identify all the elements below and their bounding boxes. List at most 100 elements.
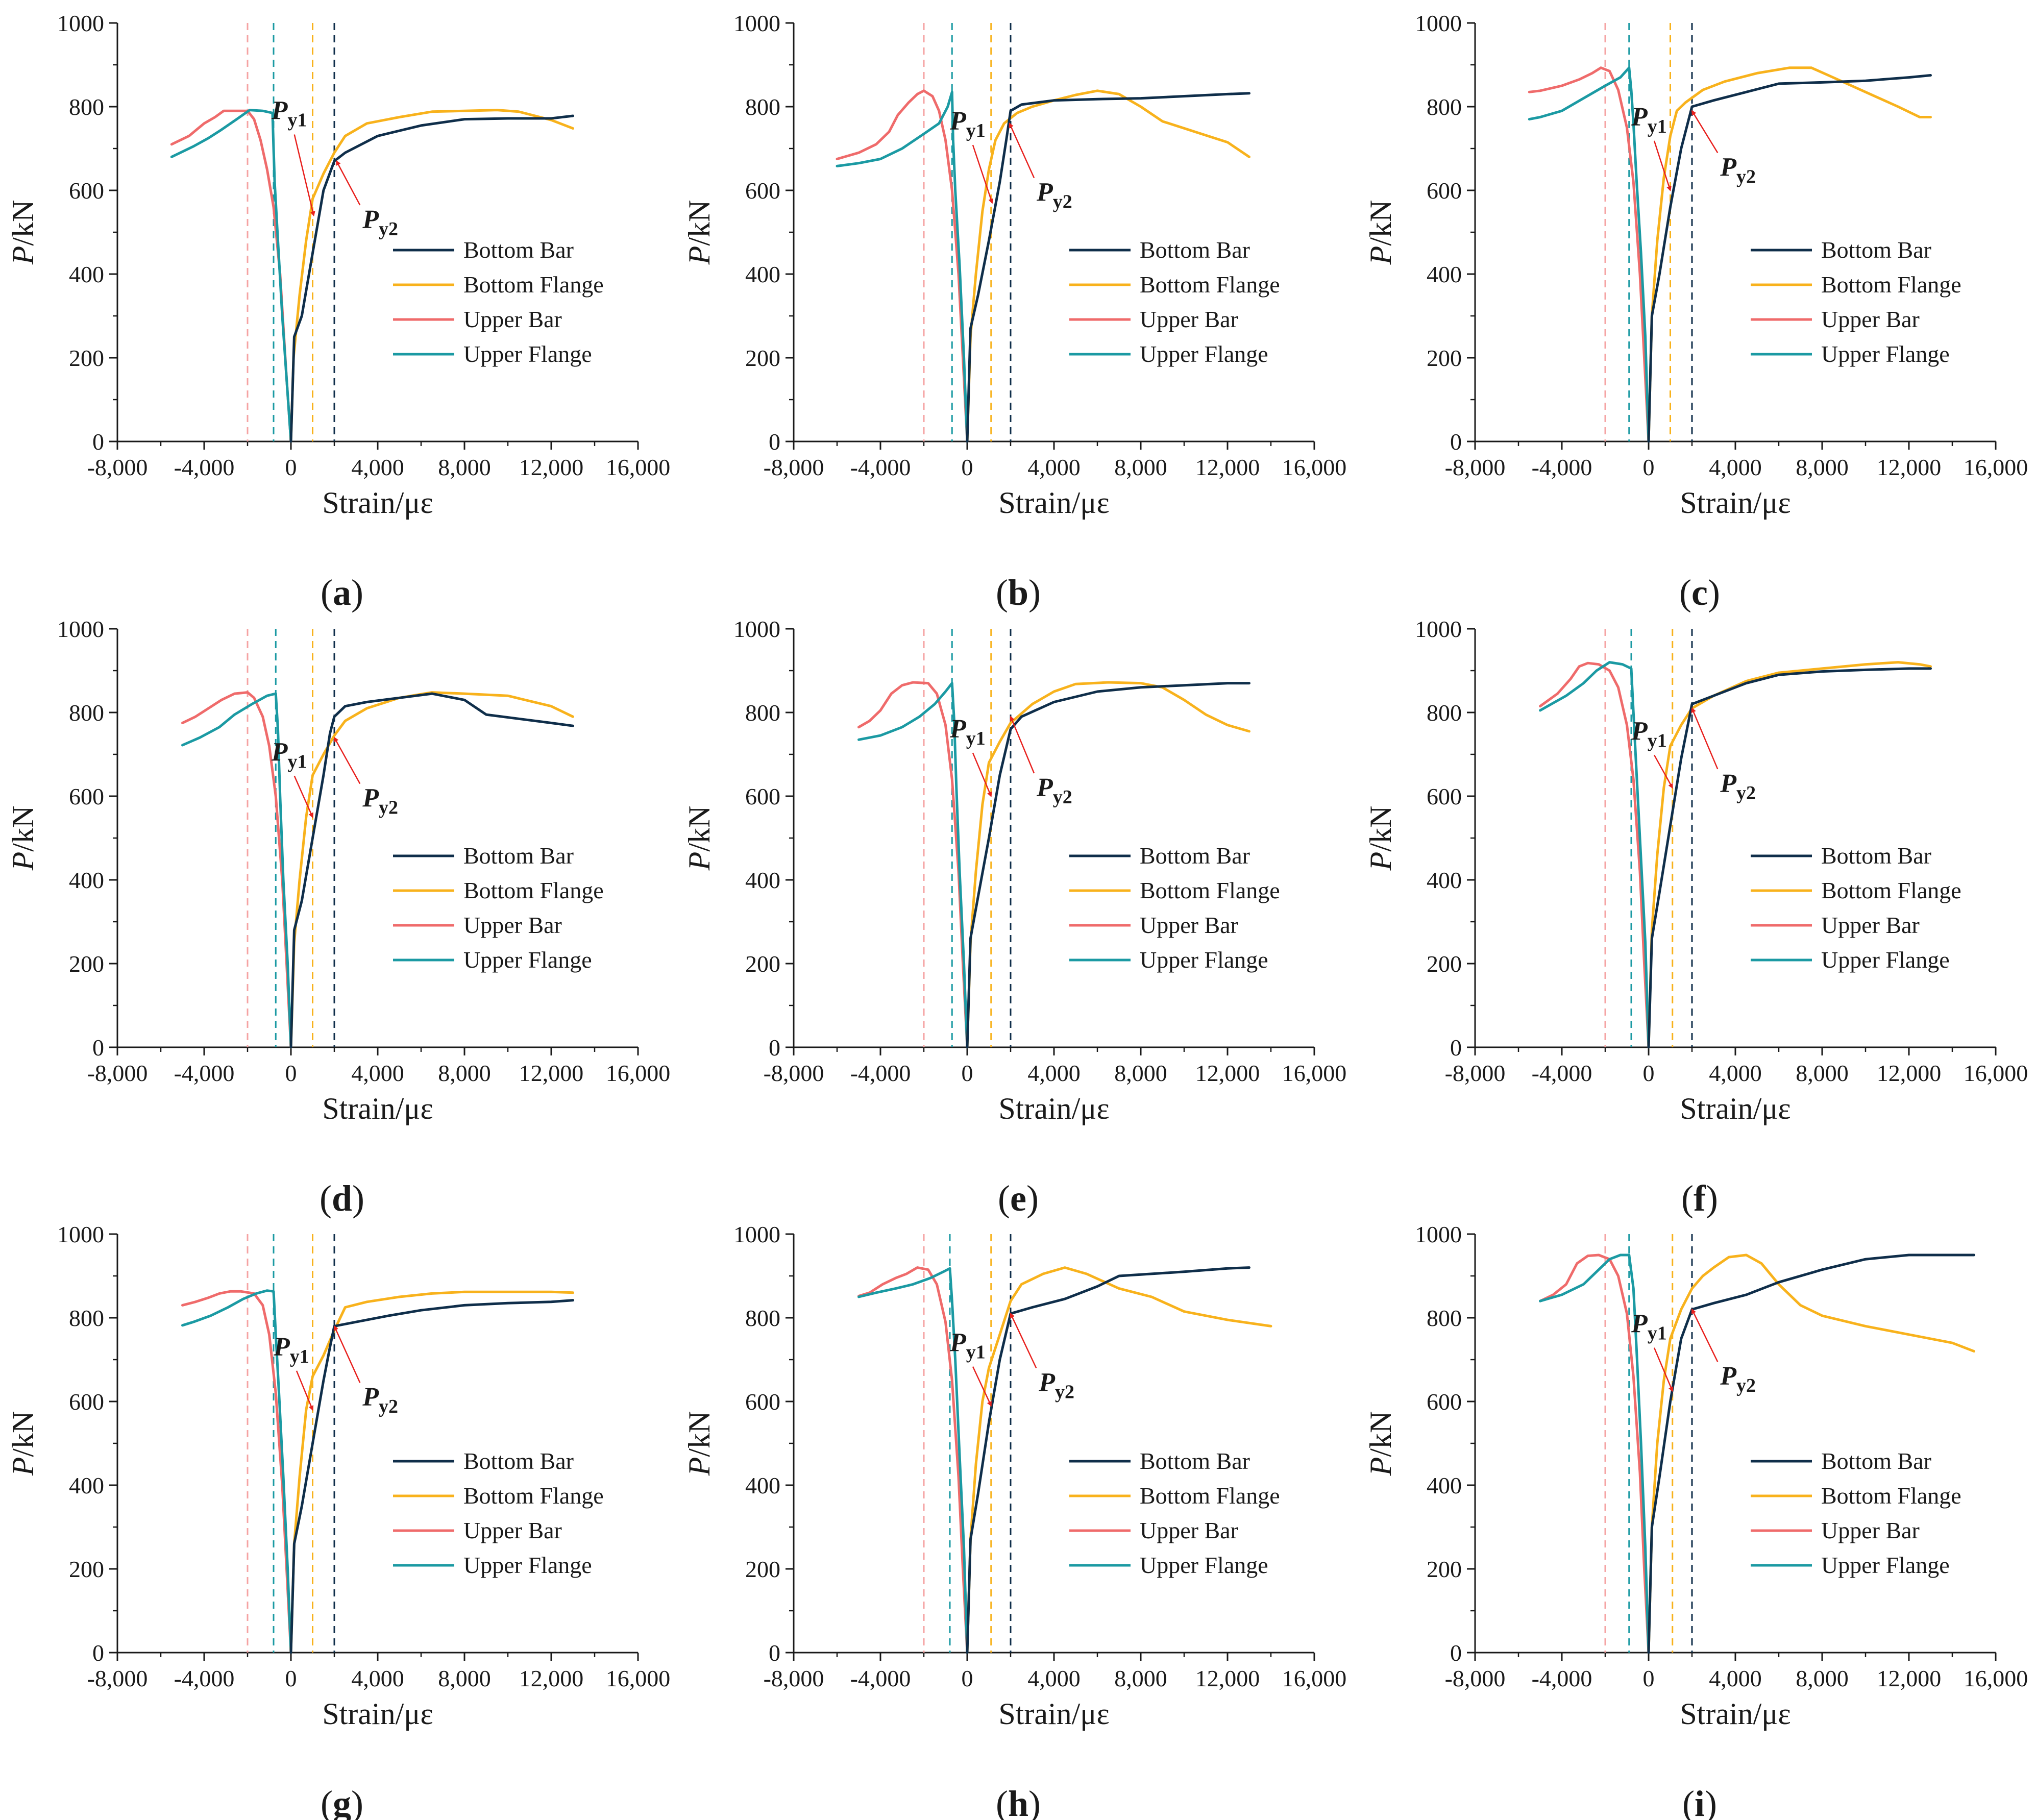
annotation-py2: Py2 [1720,769,1756,804]
series-line-bottom-flange [966,89,1250,443]
y-tick-label: 0 [92,1035,104,1061]
y-tick-label: 400 [69,867,104,893]
y-tick-label: 200 [1427,951,1462,977]
panel-e: -8,000 -4,000 0 4,000 8,000 12,000 16,000 0 200 4… [682,616,1346,1219]
series-line-bottom-bar [1647,667,1932,1049]
y-tick-label: 0 [1450,1035,1462,1061]
panel-caption-close: ) [1705,1783,1717,1820]
x-tick-label: 0 [1643,1665,1655,1691]
y-axis-title-symbol: P [682,1457,716,1477]
y-axis-title: P/kN [6,200,40,265]
panel-caption-close: ) [1706,1178,1718,1219]
x-tick-label: 0 [962,1665,973,1691]
annotation-subscript: y2 [1736,1375,1756,1396]
legend-label: Upper Bar [1821,306,1920,332]
x-tick-label: -8,000 [1445,1665,1506,1691]
y-tick-label: 200 [745,345,780,371]
x-tick-label: 12,000 [1195,1665,1260,1691]
y-tick-label: 400 [1427,867,1462,893]
series-line-bottom-flange [1647,66,1932,443]
y-tick-label: 0 [769,429,780,455]
y-tick-label: 0 [769,1035,780,1061]
x-tick-label: -4,000 [1532,454,1592,480]
x-tick-label: 4,000 [351,1665,404,1691]
annotation-py2: Py2 [362,205,398,240]
y-axis-title-symbol: P [6,1457,40,1477]
series-line-bottom-bar [289,114,574,443]
series-line-upper-flange [836,90,969,443]
y-tick-label: 0 [1450,429,1462,455]
x-axis-title: Strain/με [1680,1092,1790,1125]
y-tick-label: 0 [1450,1640,1462,1666]
series-line-upper-flange [1539,1253,1650,1654]
x-tick-label: 4,000 [351,1060,404,1086]
y-tick-label: 400 [745,261,780,287]
annotation-subscript: y2 [379,1396,398,1417]
x-tick-label: -4,000 [1532,1665,1592,1691]
y-axis-title-symbol: P [1364,1457,1397,1477]
panel-caption: (f) [1681,1178,1718,1219]
legend-label: Upper Flange [1140,1552,1268,1578]
y-axis-title-unit: /kN [6,200,40,246]
x-tick-label: 4,000 [1709,454,1762,480]
legend-label: Bottom Bar [463,1448,574,1474]
x-tick-label: 8,000 [1796,1060,1849,1086]
y-tick-label: 0 [769,1640,780,1666]
annotation-arrow [333,736,361,784]
annotation-symbol: P [1631,103,1648,132]
y-axis-title-symbol: P [1364,852,1397,871]
series-line-bottom-flange [289,691,574,1049]
y-tick-label: 400 [1427,261,1462,287]
annotation-subscript: y1 [966,120,986,141]
x-tick-label: 8,000 [1796,454,1849,480]
y-tick-label: 1000 [733,10,780,36]
legend-label: Bottom Bar [463,843,574,869]
x-axis-title: Strain/με [1680,486,1790,520]
panel-caption-open: ( [998,1178,1010,1219]
annotation-symbol: P [1631,1310,1648,1339]
x-tick-label: -8,000 [764,1665,824,1691]
annotation-py2: Py2 [362,1383,398,1417]
series-line-bottom-flange [966,681,1250,1049]
y-axis-title-unit: /kN [682,200,716,246]
annotation-symbol: P [1036,773,1053,802]
y-tick-label: 200 [69,1556,104,1582]
annotation-arrow [972,144,994,204]
y-tick-label: 400 [69,261,104,287]
panel-b: -8,000 -4,000 0 4,000 8,000 12,000 16,000 0 200 4… [682,10,1346,613]
annotation-py2: Py2 [1038,1368,1074,1403]
panel-caption-open: ( [1679,572,1691,613]
legend-label: Upper Flange [1821,341,1950,367]
y-axis-title-unit: /kN [682,1411,716,1457]
panel-caption-letter: h [1008,1783,1028,1820]
x-tick-label: 0 [962,1060,973,1086]
y-axis-title: P/kN [1364,1411,1397,1477]
panel-caption-open: ( [1681,1178,1694,1219]
series-line-upper-flange [1528,66,1650,443]
x-tick-label: 4,000 [1709,1665,1762,1691]
legend-label: Bottom Flange [463,877,604,903]
x-tick-label: 8,000 [1796,1665,1849,1691]
x-tick-label: -4,000 [850,454,911,480]
annotation-py2: Py2 [1036,178,1072,213]
x-tick-label: 8,000 [438,454,491,480]
x-tick-label: 12,000 [1195,454,1260,480]
y-tick-label: 400 [745,1472,780,1498]
legend-label: Bottom Flange [1140,877,1280,903]
panel-caption: (h) [996,1783,1041,1820]
legend-label: Upper Bar [463,306,562,332]
y-tick-label: 600 [1427,783,1462,809]
annotation-py1: Py1 [949,715,986,749]
legend-label: Upper Flange [1140,341,1268,367]
annotation-arrow [1010,716,1035,774]
y-axis-title-symbol: P [6,246,40,265]
x-tick-label: -4,000 [174,1060,235,1086]
legend-label: Upper Flange [463,341,592,367]
panel-caption-letter: f [1694,1178,1706,1219]
x-tick-label: -8,000 [1445,454,1506,480]
panel-caption-open: ( [321,1783,333,1820]
y-tick-label: 600 [745,1389,780,1415]
series-line-bottom-flange [966,1266,1272,1654]
annotation-arrow [1691,1308,1719,1362]
